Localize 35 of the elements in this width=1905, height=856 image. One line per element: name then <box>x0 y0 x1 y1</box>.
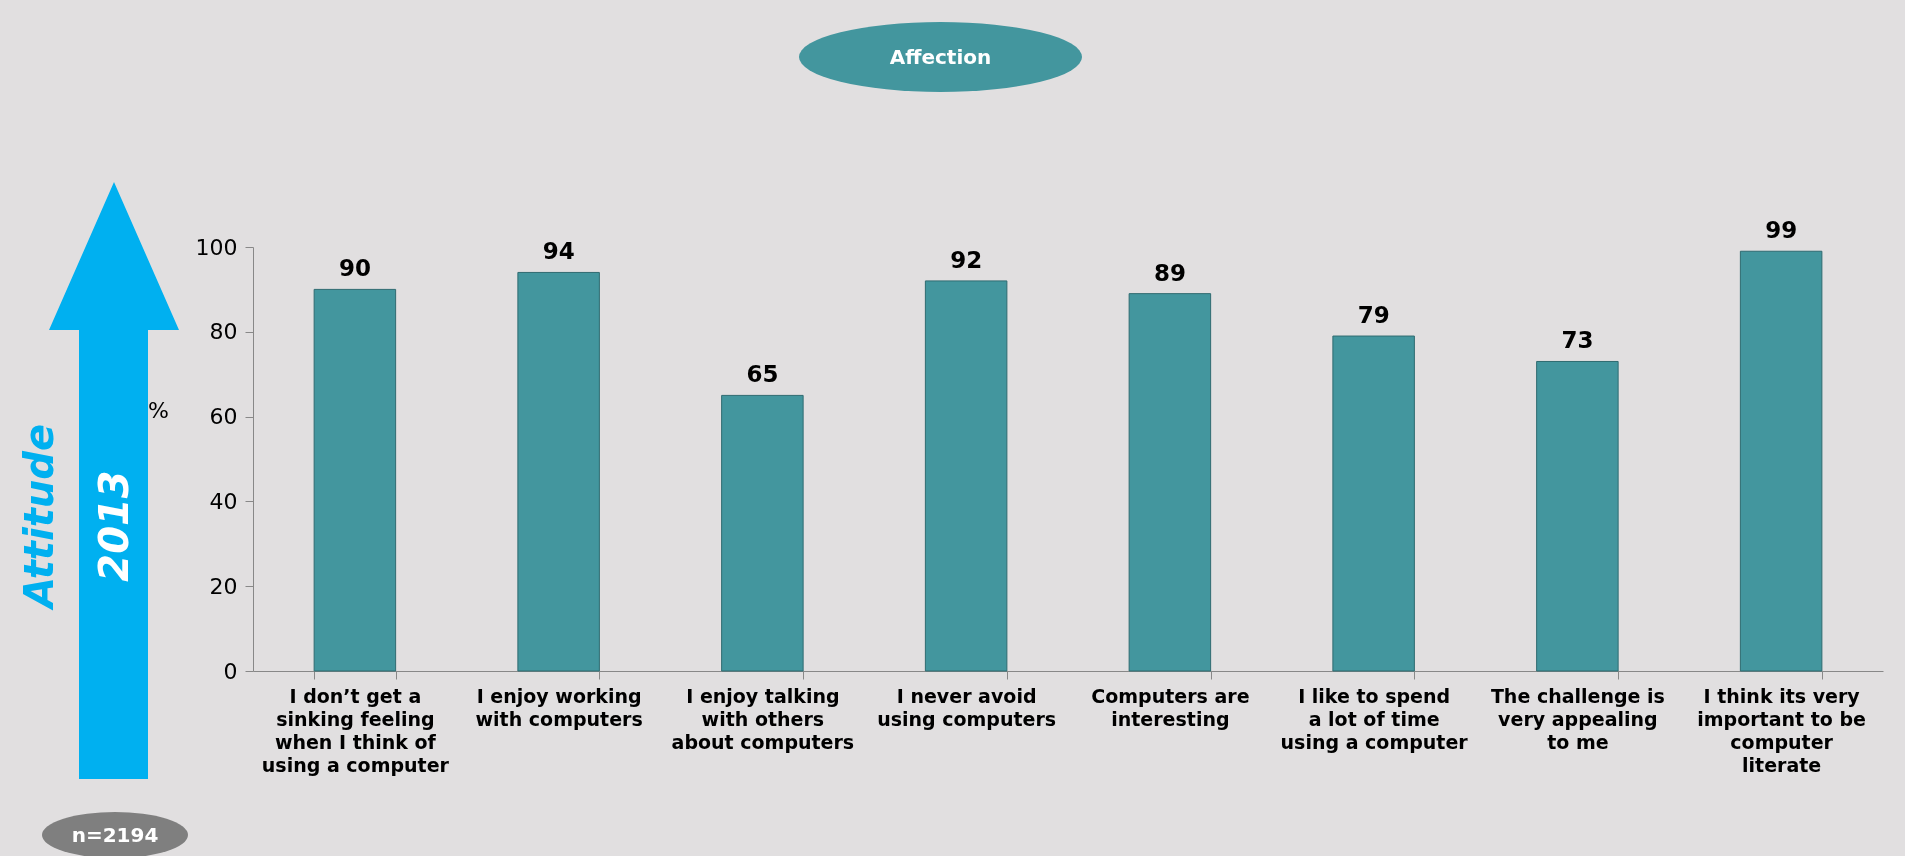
data-label: 90 <box>338 255 371 282</box>
y-axis-title: % <box>148 397 169 423</box>
x-tick-label: Computers are interesting <box>1091 684 1250 730</box>
x-tick-label: I think its very important to be computer literate <box>1697 684 1866 776</box>
y-tick-label: 80 <box>209 319 238 345</box>
text: n=2194 <box>42 812 188 856</box>
data-label: 94 <box>542 238 575 265</box>
data-label: 65 <box>746 361 779 388</box>
data-label: 99 <box>1765 217 1798 244</box>
data-label: 73 <box>1561 327 1594 354</box>
x-tick-label: I enjoy talking with others about computers <box>671 684 855 753</box>
bar <box>1128 293 1212 672</box>
bar <box>313 288 397 672</box>
x-tick-label: I enjoy working with computers <box>475 684 643 730</box>
x-tick-label: I don’t get a sinking feeling when I think of using a computer <box>261 684 450 776</box>
bar <box>1332 335 1415 672</box>
text: 2013 <box>91 470 137 582</box>
x-tick-label: The challenge is very appealing to me <box>1490 684 1665 753</box>
data-label: 79 <box>1357 302 1390 329</box>
bar <box>924 280 1008 672</box>
x-tick-label: I like to spend a lot of time using a computer <box>1280 684 1469 753</box>
text: Attitude <box>16 423 62 609</box>
bar <box>1739 250 1823 672</box>
y-tick-label: 100 <box>195 234 238 260</box>
y-tick-label: 40 <box>209 488 238 514</box>
x-tick-label: I never avoid using computers <box>877 684 1057 730</box>
y-tick-label: 20 <box>209 573 238 599</box>
data-label: 92 <box>950 246 983 273</box>
y-tick-label: 60 <box>209 404 238 430</box>
bar <box>1536 360 1619 672</box>
bar <box>517 271 600 672</box>
y-tick-label: 0 <box>223 658 238 684</box>
bar <box>721 394 804 672</box>
data-label: 89 <box>1153 259 1186 286</box>
chart-title: Affection <box>799 22 1082 92</box>
